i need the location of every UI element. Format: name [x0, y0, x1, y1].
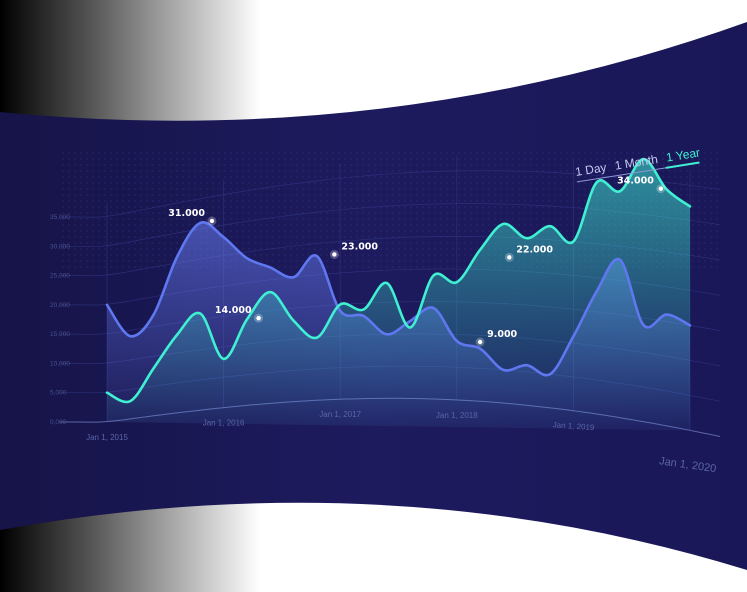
- annotation-points: 31.000 14.000 23.000 9.000 22.000 34.000: [168, 176, 666, 347]
- y-tick-label: 20,000: [50, 302, 70, 309]
- data-point-annotation[interactable]: 23.000: [329, 241, 379, 259]
- series-area-cyan: [107, 159, 690, 431]
- data-label: 22.000: [516, 244, 553, 255]
- y-tick-label: 25,000: [50, 273, 70, 280]
- point-marker: [658, 186, 664, 191]
- y-tick-label: 30,000: [50, 243, 70, 250]
- point-marker: [209, 218, 215, 224]
- data-label: 23.000: [341, 241, 378, 252]
- y-tick-label: 0,000: [50, 419, 67, 426]
- y-tick-label: 5,000: [50, 390, 67, 397]
- x-tick-label: Jan 1, 2016: [203, 419, 245, 428]
- x-tick-label: Jan 1, 2019: [552, 420, 595, 432]
- y-tick-label: 35,000: [50, 214, 70, 221]
- series-line-cyan: [105, 157, 692, 404]
- point-marker: [332, 252, 337, 257]
- range-tab-1-day[interactable]: 1 Day: [574, 160, 607, 179]
- data-point-annotation[interactable]: 22.000: [504, 244, 554, 262]
- data-point-annotation[interactable]: 31.000: [168, 208, 217, 226]
- range-tab-1-year[interactable]: 1 Year: [665, 145, 701, 164]
- point-marker: [256, 315, 261, 321]
- data-label: 9.000: [487, 329, 517, 340]
- range-selector: 1 Day 1 Month 1 Year: [574, 145, 701, 183]
- data-point-annotation[interactable]: 9.000: [475, 329, 518, 347]
- data-label: 34.000: [617, 176, 654, 187]
- point-marker: [507, 255, 512, 260]
- x-tick-label: Jan 1, 2017: [319, 410, 361, 419]
- x-tick-label: Jan 1, 2018: [436, 411, 478, 420]
- y-tick-label: 10,000: [50, 360, 70, 367]
- range-tab-1-month[interactable]: 1 Month: [614, 152, 659, 173]
- data-label: 14.000: [215, 305, 252, 316]
- data-label: 31.000: [168, 208, 205, 219]
- series-lines: [105, 157, 692, 404]
- series-areas: [107, 159, 690, 431]
- y-tick-label: 15,000: [50, 331, 70, 338]
- range-active-underline: [665, 161, 700, 169]
- data-point-annotation[interactable]: 34.000: [617, 176, 666, 194]
- y-axis-ticks: 0,000 5,000 10,000 15,000 20,000 25,000 30,000…: [50, 214, 70, 426]
- data-point-annotation[interactable]: 14.000: [215, 305, 264, 323]
- x-tick-label: Jan 1, 2015: [86, 433, 128, 442]
- point-marker: [477, 339, 483, 345]
- series-line-blue: [105, 221, 692, 377]
